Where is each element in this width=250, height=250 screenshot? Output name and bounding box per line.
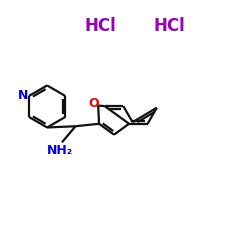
Text: HCl: HCl (154, 17, 186, 35)
Text: HCl: HCl (84, 17, 116, 35)
Text: N: N (18, 90, 29, 102)
Text: O: O (88, 96, 99, 110)
Text: NH₂: NH₂ (46, 144, 72, 158)
